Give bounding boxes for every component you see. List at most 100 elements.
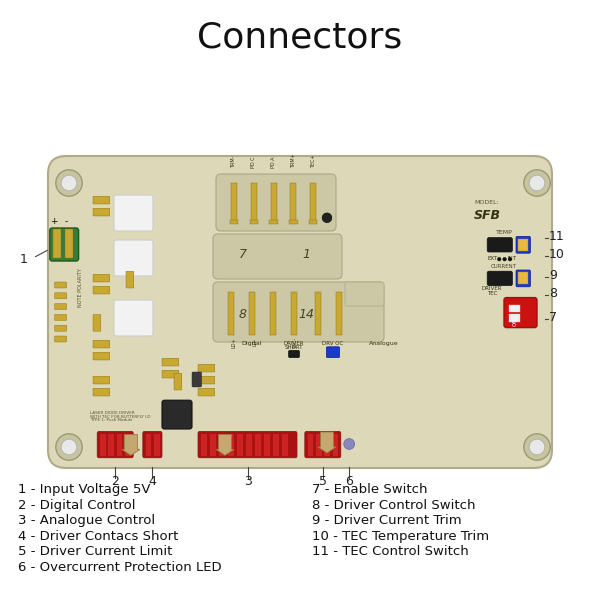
FancyBboxPatch shape (55, 325, 67, 331)
Text: LASER DIODE DRIVER: LASER DIODE DRIVER (90, 411, 134, 415)
Text: TEMP: TEMP (496, 230, 512, 235)
FancyBboxPatch shape (114, 240, 153, 276)
Circle shape (344, 439, 355, 449)
Bar (228, 292, 234, 335)
Text: SFB: SFB (474, 209, 501, 222)
Bar (509, 314, 520, 322)
Bar (124, 433, 131, 456)
Text: 5: 5 (319, 475, 327, 488)
Text: 6 - Overcurrent Protection LED: 6 - Overcurrent Protection LED (18, 561, 221, 574)
FancyBboxPatch shape (143, 431, 162, 458)
Bar (99, 433, 106, 456)
Text: 10 - TEC Temperature Trim: 10 - TEC Temperature Trim (312, 530, 489, 543)
Text: 8: 8 (239, 308, 247, 321)
Text: TYPE 1: Push Module: TYPE 1: Push Module (90, 418, 133, 422)
Text: MODEL:: MODEL: (474, 200, 499, 205)
Text: ON: ON (512, 317, 517, 326)
FancyBboxPatch shape (114, 300, 153, 336)
Bar (251, 183, 257, 222)
Text: 1 - Input Voltage 5V: 1 - Input Voltage 5V (18, 483, 151, 496)
Bar (107, 433, 114, 456)
Text: CURRENT: CURRENT (491, 263, 517, 269)
Text: EXT: EXT (487, 256, 497, 262)
Bar (236, 433, 243, 456)
Text: Connectors: Connectors (197, 21, 403, 55)
Text: 7 - Enable Switch: 7 - Enable Switch (312, 483, 427, 496)
Bar (245, 433, 252, 456)
FancyBboxPatch shape (162, 370, 179, 378)
Text: TRM-: TRM- (232, 155, 236, 168)
Bar (271, 183, 277, 222)
FancyBboxPatch shape (516, 270, 530, 287)
Text: 3 - Analogue Control: 3 - Analogue Control (18, 514, 155, 527)
Text: TEC-: TEC- (293, 338, 298, 349)
FancyBboxPatch shape (48, 156, 552, 468)
Circle shape (529, 439, 545, 455)
Bar (65, 229, 73, 258)
Bar (310, 183, 316, 222)
Text: DRV OC: DRV OC (322, 341, 344, 346)
Bar (315, 433, 322, 456)
Bar (269, 220, 278, 224)
Text: 7: 7 (239, 248, 247, 261)
Text: 1: 1 (302, 248, 310, 261)
FancyBboxPatch shape (504, 298, 537, 328)
Text: 4 - Driver Contacs Short: 4 - Driver Contacs Short (18, 530, 178, 543)
Bar (270, 292, 276, 335)
FancyArrow shape (216, 434, 234, 455)
FancyBboxPatch shape (213, 234, 342, 279)
Text: TEC+: TEC+ (311, 154, 316, 168)
FancyArrow shape (318, 432, 336, 453)
Text: 8 - Driver Control Switch: 8 - Driver Control Switch (312, 499, 476, 512)
FancyBboxPatch shape (326, 347, 340, 358)
Bar (116, 433, 122, 456)
Text: 14: 14 (298, 308, 314, 321)
Circle shape (61, 175, 77, 191)
Text: 1: 1 (20, 253, 28, 266)
Text: NOTE POLARITY: NOTE POLARITY (79, 269, 83, 307)
Bar (145, 433, 151, 456)
Text: 9: 9 (549, 269, 557, 282)
FancyBboxPatch shape (97, 431, 133, 458)
FancyBboxPatch shape (198, 388, 215, 396)
Circle shape (322, 213, 332, 223)
Bar (231, 183, 237, 222)
Bar (509, 305, 520, 312)
Text: LD+: LD+ (232, 338, 236, 349)
Bar (336, 292, 342, 335)
Bar (518, 239, 528, 251)
Text: -: - (64, 217, 68, 226)
Circle shape (56, 434, 82, 460)
Text: INT: INT (507, 256, 516, 262)
Bar (250, 220, 258, 224)
FancyBboxPatch shape (162, 358, 179, 366)
Text: 5 - Driver Current Limit: 5 - Driver Current Limit (18, 545, 172, 559)
Circle shape (61, 439, 77, 455)
Text: Digital: Digital (242, 341, 262, 346)
Circle shape (529, 175, 545, 191)
FancyBboxPatch shape (198, 364, 215, 372)
Text: 7: 7 (549, 311, 557, 324)
Text: 3: 3 (244, 475, 252, 488)
Circle shape (497, 257, 501, 261)
Circle shape (503, 257, 506, 261)
Text: WITH TEC FOR BUTTERFLY LD: WITH TEC FOR BUTTERFLY LD (90, 415, 151, 419)
Bar (281, 433, 288, 456)
Bar (200, 433, 207, 456)
FancyBboxPatch shape (93, 208, 110, 216)
FancyBboxPatch shape (50, 228, 79, 261)
Text: 6: 6 (345, 475, 353, 488)
Bar (289, 220, 298, 224)
Text: 11: 11 (549, 230, 565, 243)
FancyBboxPatch shape (126, 271, 134, 288)
Text: 11 - TEC Control Switch: 11 - TEC Control Switch (312, 545, 469, 559)
Text: 8: 8 (549, 287, 557, 300)
FancyBboxPatch shape (93, 196, 110, 204)
FancyBboxPatch shape (174, 373, 182, 390)
Bar (291, 292, 297, 335)
Bar (53, 229, 61, 258)
Circle shape (524, 170, 550, 196)
FancyBboxPatch shape (213, 282, 384, 342)
FancyBboxPatch shape (198, 376, 215, 384)
FancyBboxPatch shape (216, 174, 336, 231)
